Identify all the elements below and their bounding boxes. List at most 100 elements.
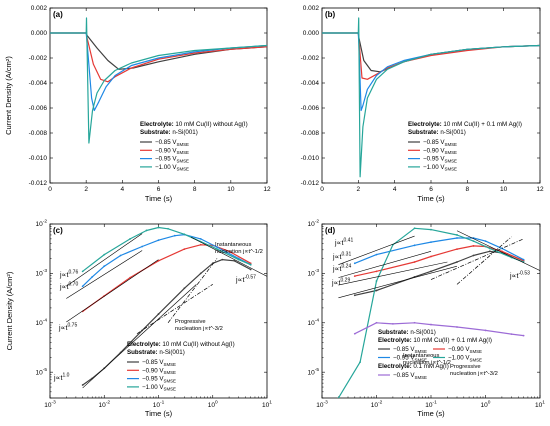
data-point	[157, 239, 160, 242]
data-point	[353, 262, 356, 265]
legend-header-value: 10 mM Cu(II) + 0.1 mM Ag(I)	[412, 337, 492, 344]
data-point	[183, 233, 186, 236]
plot-area	[337, 227, 540, 398]
data-point	[119, 254, 122, 257]
y-tick-label: -0.004	[301, 80, 320, 87]
fit-label-exponent: 0.41	[344, 238, 354, 244]
x-tick-label: 6	[429, 186, 433, 193]
legend-entry: −0.85 VSMSE	[423, 139, 457, 147]
fit-label-text: j∝t	[59, 284, 69, 291]
legend-entry-sub: SMSE	[164, 362, 177, 367]
data-point	[81, 285, 84, 288]
y-tick-label: 10-4	[308, 317, 320, 327]
instantaneous-line	[136, 284, 213, 335]
x-tick-label: 8	[466, 186, 470, 193]
fit-line-2	[338, 261, 448, 286]
data-point	[392, 322, 394, 325]
data-point	[199, 237, 202, 240]
y-tick-label: 0.000	[31, 30, 48, 37]
data-point	[375, 289, 378, 292]
data-point	[522, 258, 525, 261]
legend-entry-name: −0.85 V	[393, 372, 415, 379]
data-point	[430, 270, 432, 273]
data-point	[216, 248, 218, 251]
series-line-3	[322, 17, 540, 178]
legend-entry-name: −0.95 V	[155, 156, 177, 163]
data-point	[472, 245, 475, 247]
plot-area	[50, 17, 267, 144]
annotation-line: nucleation j∝t^-3/2	[450, 371, 498, 377]
panel-a: 0 2 4 6 8 10 12 0.002 0.000 -0.002 -0.004 -0.006 -0.…	[4, 5, 271, 203]
y-tick-label: 10-5	[36, 367, 48, 377]
fit-label-text: j∝t	[59, 272, 69, 279]
y-tick-label: -0.012	[301, 180, 320, 187]
panel-label: (b)	[325, 10, 336, 19]
legend-entry-sub: SMSE	[415, 349, 428, 354]
legend-entry: −0.85 VSMSE	[155, 139, 189, 147]
instantaneous-line	[430, 238, 524, 280]
data-point	[216, 246, 218, 249]
legend-entry-name: −0.95 V	[142, 376, 164, 383]
legend-entry: −0.95 VSMSE	[155, 156, 189, 164]
x-tick-label: 10-2	[99, 400, 111, 410]
legend-entry-sub: SMSE	[164, 378, 177, 383]
legend-entry: −1.00 VSMSE	[448, 355, 482, 363]
fit-label-2: j∝t0.24	[332, 264, 351, 274]
legend-entry: −0.85 VSMSE	[393, 372, 427, 380]
data-point	[183, 287, 186, 290]
legend-entry-sub: SMSE	[470, 349, 483, 354]
data-point	[472, 254, 475, 257]
data-point	[233, 259, 236, 262]
legend-header-value: 10 mM Cu(II) + 0.1 mM Ag(I)	[442, 121, 522, 128]
legend-entry: −0.90 VSMSE	[448, 346, 482, 354]
data-point	[81, 270, 84, 273]
panel-d: 10-3 10-2 10-1 100 101 10-5 10-4 10-3 10-2 Time (…	[308, 219, 546, 418]
x-tick-label: 8	[193, 186, 197, 193]
y-tick-label: -0.006	[29, 105, 48, 112]
legend-entry: −0.85 VSMSE	[393, 346, 427, 354]
data-point	[456, 237, 458, 239]
annotation-line: Instantaneous	[215, 242, 252, 248]
fit-label-text: j∝t	[332, 266, 342, 273]
data-point	[430, 241, 432, 244]
legend-header-key: Electrolyte:	[378, 363, 412, 370]
legend-header-key: Substrate:	[140, 129, 171, 136]
fit-label-exponent: 0.75	[68, 323, 78, 329]
data-point	[221, 258, 224, 261]
legend: Electrolyte: 10 mM Cu(II) + 0.1 mM Ag(I)…	[408, 121, 522, 172]
x-tick-label: 2	[357, 186, 361, 193]
legend-entry-sub: SMSE	[445, 150, 458, 155]
data-point	[81, 384, 84, 386]
annotation-line: nucleation j∝t^-1/2	[403, 360, 451, 366]
fit-label-exponent: -0.57	[245, 275, 257, 281]
y-tick-label: 0.002	[303, 5, 320, 12]
fit-label-4: j∝t-0.53	[509, 271, 530, 281]
y-tick-label: -0.008	[301, 130, 320, 137]
data-point	[456, 326, 458, 328]
fit-label-3: j∝t0.29	[331, 278, 350, 288]
data-point	[522, 334, 525, 337]
legend-entry: −0.95 VSMSE	[393, 355, 427, 363]
data-point	[353, 275, 356, 278]
data-point	[353, 332, 356, 335]
x-tick-label: 10-1	[153, 400, 165, 410]
y-tick-label: -0.008	[29, 130, 48, 137]
data-point	[413, 321, 416, 324]
series-line-2	[322, 32, 540, 112]
fit-label-text: j∝t	[509, 273, 519, 280]
legend-header: Substrate: n-Si(001)	[140, 129, 198, 136]
fit-label-text: j∝t	[331, 280, 341, 287]
series-line-2	[50, 32, 267, 112]
x-tick-label: 10-3	[316, 400, 328, 410]
y-tick-label: -0.002	[301, 55, 320, 62]
annotation-line: nucleation j∝t^-1/2	[215, 249, 263, 255]
fit-line-0	[66, 233, 143, 287]
legend-header-key: Electrolyte:	[408, 121, 442, 128]
y-tick-label: 0.002	[31, 5, 48, 12]
legend-entry-sub: SMSE	[470, 357, 483, 362]
legend-header-value: n-Si(001)	[439, 129, 466, 136]
legend-entry-sub: SMSE	[164, 387, 177, 392]
fit-label-text: j∝t	[235, 277, 245, 284]
fit-label-0: j∝t0.76	[59, 270, 78, 280]
y-tick-label: 10-5	[308, 367, 320, 377]
